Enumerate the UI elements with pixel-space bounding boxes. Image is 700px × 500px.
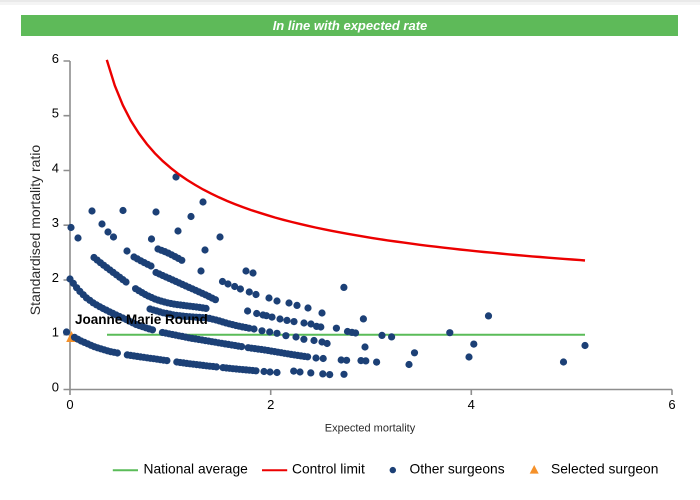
- svg-text:Other surgeons: Other surgeons: [410, 462, 505, 477]
- svg-text:6: 6: [52, 51, 59, 66]
- svg-text:2: 2: [52, 270, 59, 285]
- svg-text:4: 4: [52, 161, 59, 176]
- svg-text:1: 1: [52, 325, 59, 340]
- svg-text:In line with expected rate: In line with expected rate: [273, 18, 428, 33]
- svg-text:6: 6: [668, 397, 675, 412]
- svg-text:National average: National average: [144, 462, 249, 477]
- svg-text:0: 0: [66, 397, 73, 412]
- svg-text:Expected mortality: Expected mortality: [325, 423, 416, 435]
- svg-text:4: 4: [468, 397, 475, 412]
- svg-text:5: 5: [52, 106, 59, 121]
- svg-text:Selected surgeon: Selected surgeon: [551, 462, 658, 477]
- svg-text:0: 0: [52, 380, 59, 395]
- svg-text:Standardised mortality ratio: Standardised mortality ratio: [27, 145, 43, 316]
- svg-text:2: 2: [267, 397, 274, 412]
- svg-text:Joanne Marie Round: Joanne Marie Round: [75, 312, 208, 327]
- svg-text:Control limit: Control limit: [292, 462, 365, 477]
- svg-text:3: 3: [52, 215, 59, 230]
